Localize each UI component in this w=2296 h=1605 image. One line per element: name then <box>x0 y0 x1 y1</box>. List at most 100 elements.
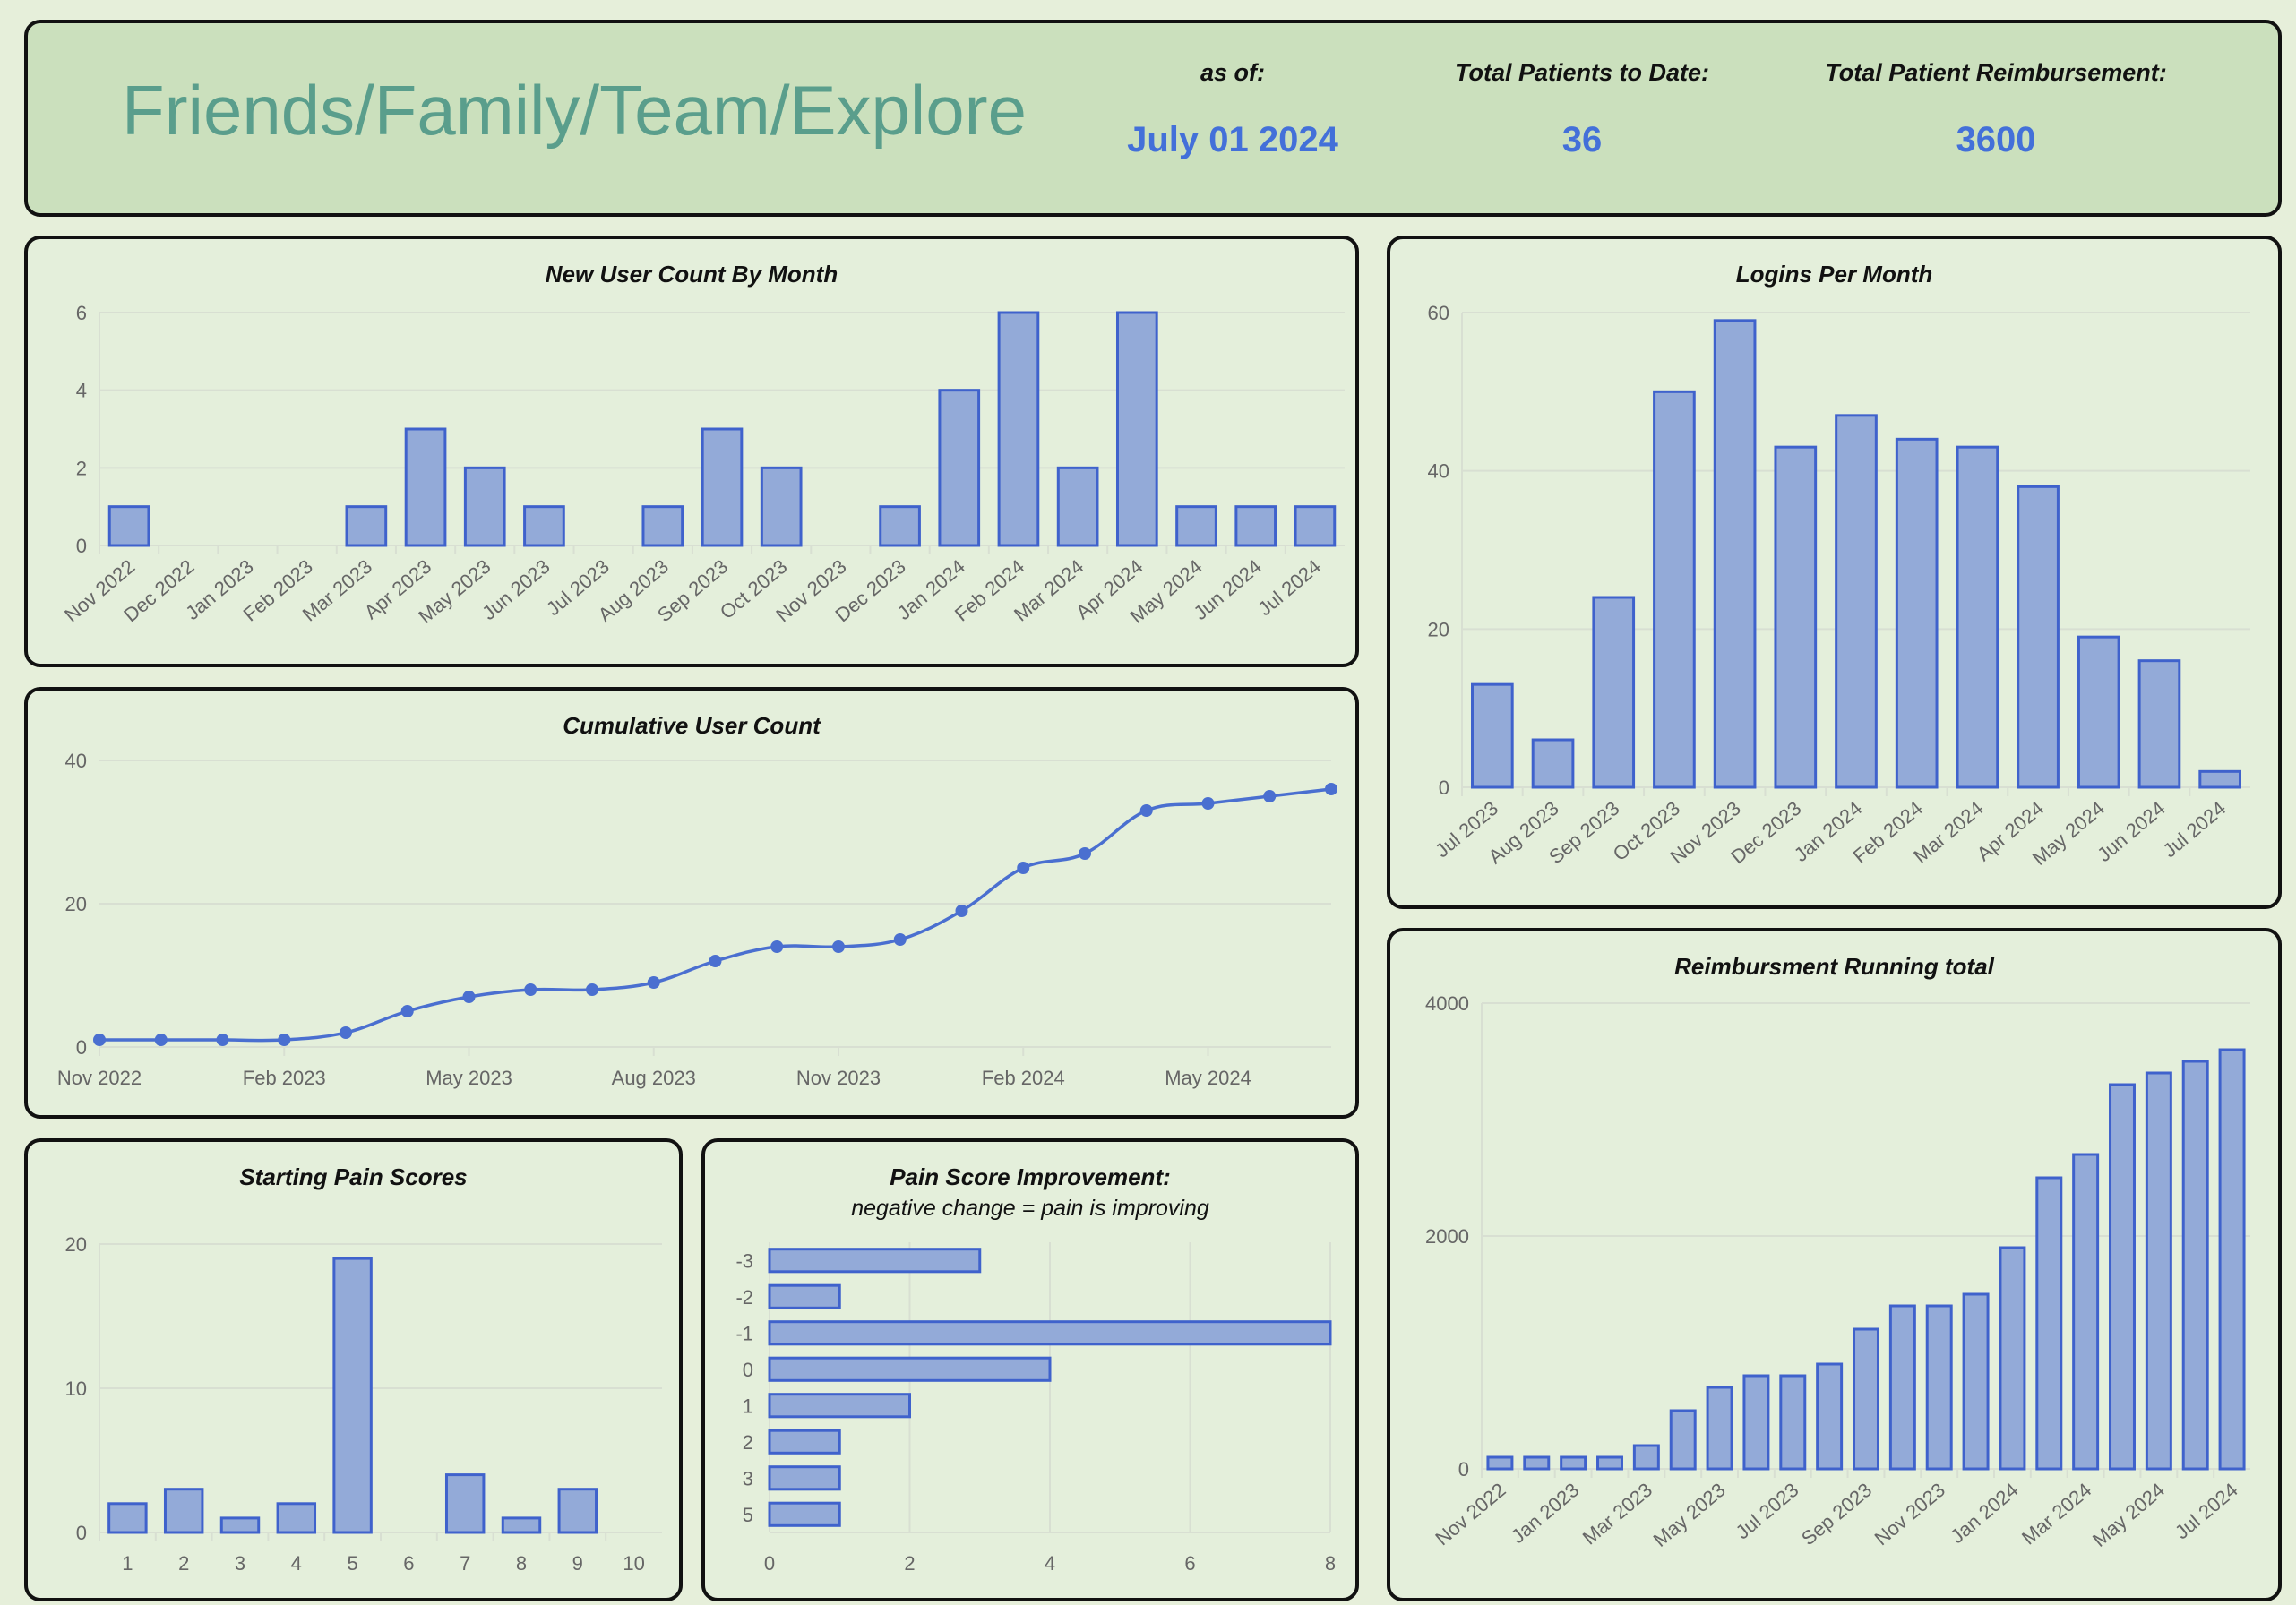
bar <box>2145 1071 2172 1471</box>
y-tick-label: 40 <box>65 750 87 772</box>
bar <box>1592 596 1636 789</box>
x-tick-label: 5 <box>347 1552 357 1575</box>
data-point <box>400 1005 414 1017</box>
y-tick-label: 0 <box>76 1522 87 1544</box>
y-tick-label: 6 <box>76 302 87 324</box>
bar <box>107 505 150 547</box>
bar <box>1774 445 1818 789</box>
new-user-count-panel: New User Count By Month 0 2 4 6 Nov 2022 Dec … <box>24 236 1359 667</box>
x-tick-label: 8 <box>1325 1552 1336 1575</box>
y-tick-label: 20 <box>1428 618 1449 640</box>
bar <box>2077 635 2120 789</box>
bar <box>1486 1455 1514 1471</box>
bar <box>997 311 1040 547</box>
bar <box>1835 414 1878 789</box>
bar <box>1925 1304 1953 1471</box>
y-tick-label: 0 <box>76 1036 87 1059</box>
data-point <box>647 976 660 989</box>
data-point <box>524 983 537 996</box>
bar <box>1175 505 1217 547</box>
bar <box>1669 1409 1697 1471</box>
bar <box>760 466 803 547</box>
bar <box>701 427 744 547</box>
total-patients-value: 36 <box>1561 120 1603 159</box>
bar <box>1523 1455 1551 1471</box>
chart-subtitle: negative change = pain is improving <box>851 1196 1209 1221</box>
y-tick-label: 40 <box>1428 460 1449 483</box>
bar <box>1471 682 1514 789</box>
x-tick-label: Jul 2024 <box>1253 555 1325 621</box>
header-panel: Friends/Family/Team/Explore as of: July … <box>24 20 2282 217</box>
data-point <box>1263 790 1277 802</box>
dashboard-title: Friends/Family/Team/Explore <box>122 71 1027 150</box>
y-tick-label: 3 <box>743 1467 753 1489</box>
bar <box>938 389 981 547</box>
bar <box>163 1488 204 1534</box>
bar <box>463 466 506 547</box>
chart-title: Logins Per Month <box>1735 261 1933 288</box>
x-tick-label: 9 <box>572 1552 583 1575</box>
data-point <box>1079 847 1091 860</box>
window-scrollbar-corner[interactable] <box>0 1578 18 1605</box>
chart-title: Cumulative User Count <box>563 712 821 739</box>
bar <box>641 505 684 547</box>
bar <box>1596 1455 1623 1471</box>
bar <box>1999 1246 2026 1471</box>
bar <box>768 1283 841 1309</box>
y-tick-label: 0 <box>1439 777 1449 799</box>
bar <box>2109 1083 2136 1471</box>
x-tick-label: 10 <box>623 1552 644 1575</box>
cumulative-user-count-chart: 0 20 40 Nov 2022 Feb 2023 May 2023 Aug 2023 Nov… <box>57 750 1337 1089</box>
x-tick-label: Jul 2024 <box>2171 1479 2242 1544</box>
data-point <box>832 940 845 953</box>
bar <box>1853 1327 1879 1471</box>
series-line <box>99 787 1332 1043</box>
x-tick-label: Nov 2022 <box>57 1067 142 1089</box>
bar <box>2181 1060 2209 1471</box>
y-tick-label: 4000 <box>1425 992 1469 1015</box>
data-point <box>340 1026 352 1039</box>
bar <box>1742 1374 1770 1471</box>
bar <box>879 505 921 547</box>
x-tick-label: Mar 2024 <box>2017 1479 2095 1549</box>
x-tick-label: 1 <box>122 1552 133 1575</box>
y-tick-label: 1 <box>743 1395 753 1417</box>
x-tick-label: May 2024 <box>1165 1067 1251 1089</box>
y-tick-label: 20 <box>65 893 87 915</box>
y-tick-label: 60 <box>1428 302 1449 324</box>
bar <box>1056 466 1099 547</box>
x-tick-label: Nov 2023 <box>796 1067 881 1089</box>
bar <box>1888 1304 1916 1471</box>
bar <box>2137 659 2181 789</box>
total-patients-label: Total Patients to Date: <box>1454 59 1710 86</box>
x-tick-label: 3 <box>235 1552 245 1575</box>
bar <box>768 1465 841 1491</box>
data-point <box>278 1034 291 1046</box>
y-tick-label: 2000 <box>1425 1225 1469 1248</box>
bar <box>523 505 565 547</box>
as-of-label: as of: <box>1200 59 1266 86</box>
data-point <box>1139 804 1153 817</box>
y-tick-label: 2 <box>743 1431 753 1454</box>
bar <box>2198 769 2241 789</box>
starting-pain-scores-chart: 0 10 20 1 2 3 4 5 6 7 8 9 10 <box>65 1233 662 1575</box>
chart-title: Pain Score Improvement: <box>890 1163 1171 1190</box>
bar <box>2017 485 2060 789</box>
logins-per-month-panel: Logins Per Month 0 20 40 60 Jul 2023 Aug 2023… <box>1387 236 2282 909</box>
x-tick-label: 6 <box>1184 1552 1195 1575</box>
bar <box>1713 319 1757 789</box>
bar <box>1632 1444 1660 1471</box>
data-point <box>770 940 784 953</box>
x-tick-label: 4 <box>1045 1552 1055 1575</box>
data-point <box>1201 797 1215 810</box>
bar <box>332 1257 373 1534</box>
x-tick-label: May 2023 <box>1649 1479 1730 1551</box>
x-tick-label: Sep 2023 <box>1797 1479 1876 1550</box>
bar <box>768 1320 1332 1346</box>
y-tick-label: 0 <box>743 1359 753 1381</box>
data-point <box>709 955 722 967</box>
bar <box>768 1393 911 1419</box>
reimbursement-running-total-panel: Reimbursment Running total 0 2000 4000 Nov … <box>1387 928 2282 1601</box>
bar <box>345 505 388 547</box>
